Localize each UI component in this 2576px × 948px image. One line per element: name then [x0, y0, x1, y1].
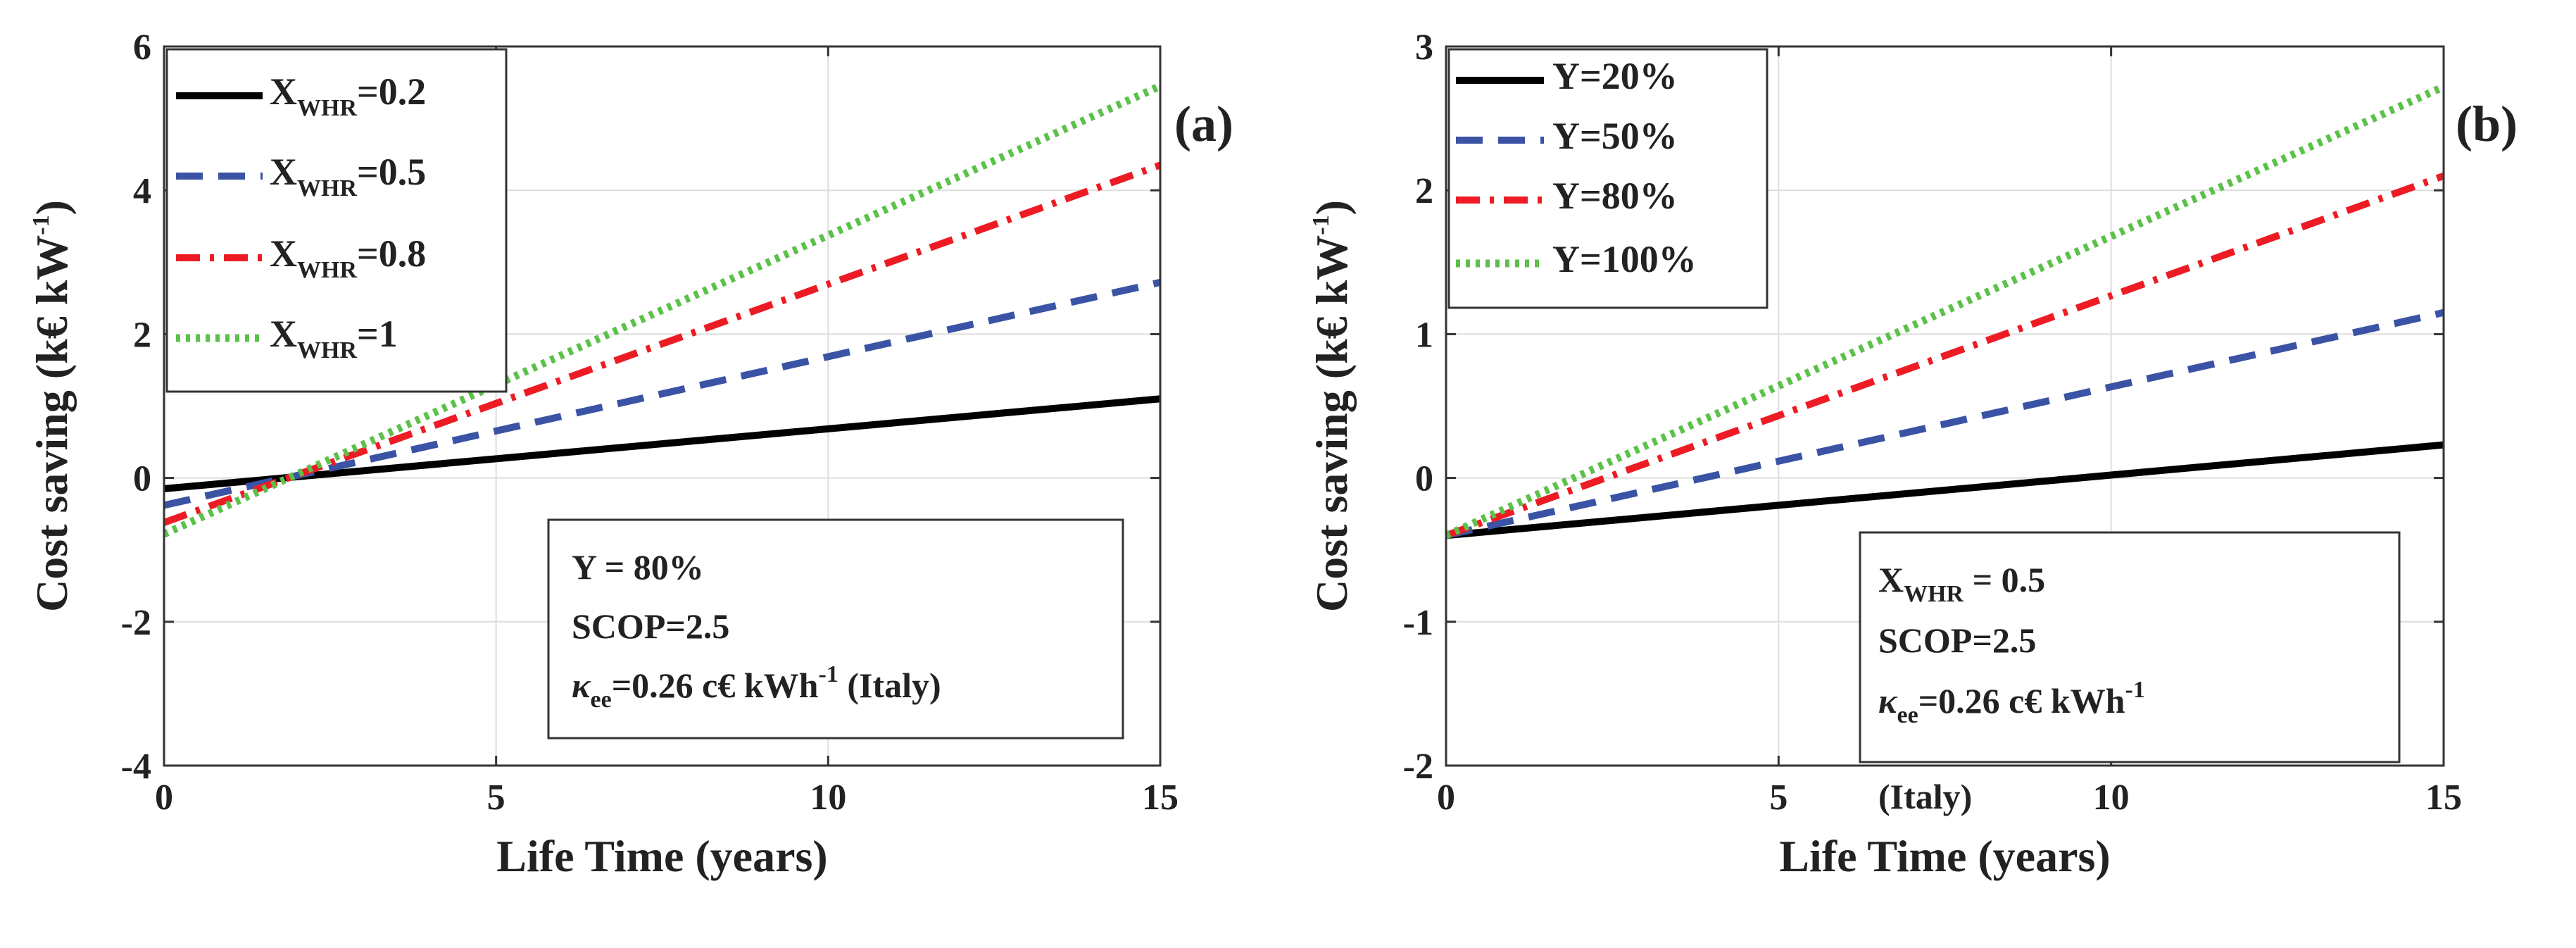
panel-b-annotation-box — [1859, 531, 2401, 763]
panel-a-x-axis-label: Life Time (years) — [496, 831, 827, 881]
panel-a-annotation-y: Y = 80% — [572, 547, 704, 587]
panel-b-legend: Y=20% Y=50% Y=80% Y=100% — [1447, 48, 1768, 309]
legend-label-2: Y=50% — [1552, 115, 1678, 157]
panel-b-annotation-scop: SCOP=2.5 — [1878, 620, 2036, 660]
series-line-3 — [1445, 173, 2445, 539]
x-tick-label: 15 — [2425, 778, 2462, 818]
x-tick-label: 5 — [487, 778, 505, 818]
panel-a-annotation-kappa: κee=0.26 c€ kWh-1 (Italy) — [572, 661, 941, 713]
panel-b-series — [1444, 83, 2446, 540]
y-tick-label: 3 — [1415, 27, 1433, 68]
series-line-2 — [1445, 308, 2445, 540]
x-tick-label: 10 — [2093, 778, 2130, 818]
panel-b-label: (b) — [2456, 96, 2518, 152]
panel-b-annotation-country: (Italy) — [1878, 777, 1972, 816]
y-tick-label: 6 — [133, 27, 151, 68]
panel-a-legend: XWHR=0.2 XWHR=0.5 XWHR=0.8 XWHR=1 — [165, 48, 508, 393]
panel-a-series — [162, 82, 1162, 538]
panel-a-axes-frame — [163, 45, 1162, 767]
panel-b-x-ticks: 0 5 10 15 — [1437, 46, 2462, 818]
legend-label-1: Y=20% — [1552, 55, 1678, 97]
y-tick-label: -2 — [121, 603, 151, 643]
x-tick-label: 5 — [1769, 778, 1788, 818]
panel-a-label: (a) — [1174, 96, 1233, 152]
panel-b-annotation-kappa: κee=0.26 c€ kWh-1 — [1878, 677, 2145, 728]
legend-box — [165, 48, 508, 393]
legend-label-3: Y=80% — [1552, 175, 1678, 217]
series-line-1 — [1445, 441, 2444, 540]
panel-a-chart: 0 5 10 15 -4 -2 0 2 4 6 Life Time (years) Cost s… — [27, 27, 1233, 881]
legend-label-3: XWHR=0.8 — [270, 232, 426, 283]
y-tick-label: 4 — [133, 171, 151, 211]
y-tick-label: 1 — [1415, 315, 1433, 355]
panel-b-x-axis-label: Life Time (years) — [1779, 831, 2110, 881]
x-tick-label: 15 — [1142, 778, 1179, 818]
y-tick-label: 0 — [133, 459, 151, 499]
panel-a-y-axis-label: Cost saving (k€ kW-1) — [27, 200, 77, 612]
legend-label-4: XWHR=1 — [270, 313, 398, 363]
panel-a-annotation-scop: SCOP=2.5 — [572, 606, 729, 646]
series-line-2 — [163, 279, 1162, 509]
x-tick-label: 0 — [155, 778, 173, 818]
y-tick-label: 2 — [133, 315, 151, 355]
panel-b-y-ticks: -2 -1 0 1 2 3 — [1403, 27, 2444, 787]
legend-label-2: XWHR=0.5 — [270, 151, 426, 201]
series-line-4 — [162, 82, 1162, 538]
panel-a-x-ticks: 0 5 10 15 — [155, 46, 1179, 818]
legend-label-1: XWHR=0.2 — [270, 70, 426, 121]
panel-a-annotation: Y = 80% SCOP=2.5 κee=0.26 c€ kWh-1 (Ital… — [547, 518, 1124, 740]
y-tick-label: 2 — [1415, 171, 1433, 211]
series-line-1 — [163, 395, 1161, 492]
y-tick-label: -2 — [1403, 747, 1433, 787]
legend-box — [1447, 48, 1768, 309]
panel-b-annotation-xwhr: XWHR = 0.5 — [1878, 560, 2045, 607]
x-tick-label: 10 — [810, 778, 846, 818]
y-tick-label: -4 — [121, 747, 151, 787]
panel-b-y-axis-label: Cost saving (k€ kW-1) — [1307, 200, 1357, 612]
series-line-3 — [163, 161, 1162, 526]
panel-a-annotation-box — [547, 518, 1124, 740]
y-tick-label: 0 — [1415, 459, 1433, 499]
x-tick-label: 0 — [1437, 778, 1455, 818]
panel-b-chart: 0 5 10 15 -2 -1 0 1 2 3 Life Time (years) Cost s… — [1307, 27, 2518, 881]
y-tick-label: -1 — [1403, 603, 1433, 643]
panel-a-y-ticks: -4 -2 0 2 4 6 — [121, 27, 1160, 787]
legend-label-4: Y=100% — [1552, 238, 1697, 280]
panel-b-annotation: XWHR = 0.5 SCOP=2.5 κee=0.26 c€ kWh-1 (I… — [1859, 531, 2401, 816]
panel-b-axes-frame — [1445, 45, 2445, 767]
